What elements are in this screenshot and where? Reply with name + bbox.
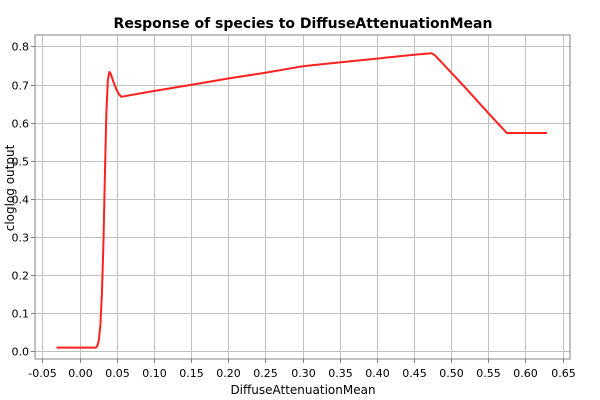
y-tick-label: 0.6: [12, 118, 30, 131]
x-tick-label: 0.65: [551, 367, 576, 380]
x-tick-label: 0.45: [402, 367, 427, 380]
y-tick-label: 0.2: [12, 270, 30, 283]
grid-layer: [35, 35, 570, 359]
y-tick-label: 0.7: [12, 80, 30, 93]
y-tick-label: 0.8: [12, 41, 30, 54]
ticks-layer: -0.05 0.00 0.05 0.10 0.15 0.20 0.25 0.30 0.35 0.4…: [12, 41, 576, 381]
x-tick-label: 0.40: [365, 367, 390, 380]
y-axis-label: cloglog output: [3, 144, 17, 231]
y-tick-label: 0.5: [12, 156, 30, 169]
x-tick-label: -0.05: [28, 367, 56, 380]
x-tick-label: 0.25: [253, 367, 278, 380]
x-tick-label: 0.30: [291, 367, 316, 380]
x-tick-label: 0.10: [142, 367, 167, 380]
x-axis-label: DiffuseAttenuationMean: [230, 383, 375, 397]
plot-frame: [34, 34, 571, 360]
y-tick-label: 0.4: [12, 194, 30, 207]
chart-title: Response of species to DiffuseAttenuatio…: [114, 16, 493, 32]
x-tick-label: 0.15: [179, 367, 204, 380]
y-tick-label: 0.1: [12, 308, 30, 321]
y-tick-label: 0.3: [12, 232, 30, 245]
x-tick-label: 0.00: [68, 367, 93, 380]
x-tick-label: 0.60: [513, 367, 538, 380]
series-layer: [56, 52, 548, 349]
x-tick-label: 0.55: [476, 367, 501, 380]
x-tick-label: 0.20: [216, 367, 241, 380]
x-tick-label: 0.50: [439, 367, 464, 380]
y-tick-label: 0.0: [12, 346, 30, 359]
x-tick-label: 0.35: [328, 367, 353, 380]
response-curve: [56, 52, 548, 349]
x-tick-label: 0.05: [105, 367, 130, 380]
